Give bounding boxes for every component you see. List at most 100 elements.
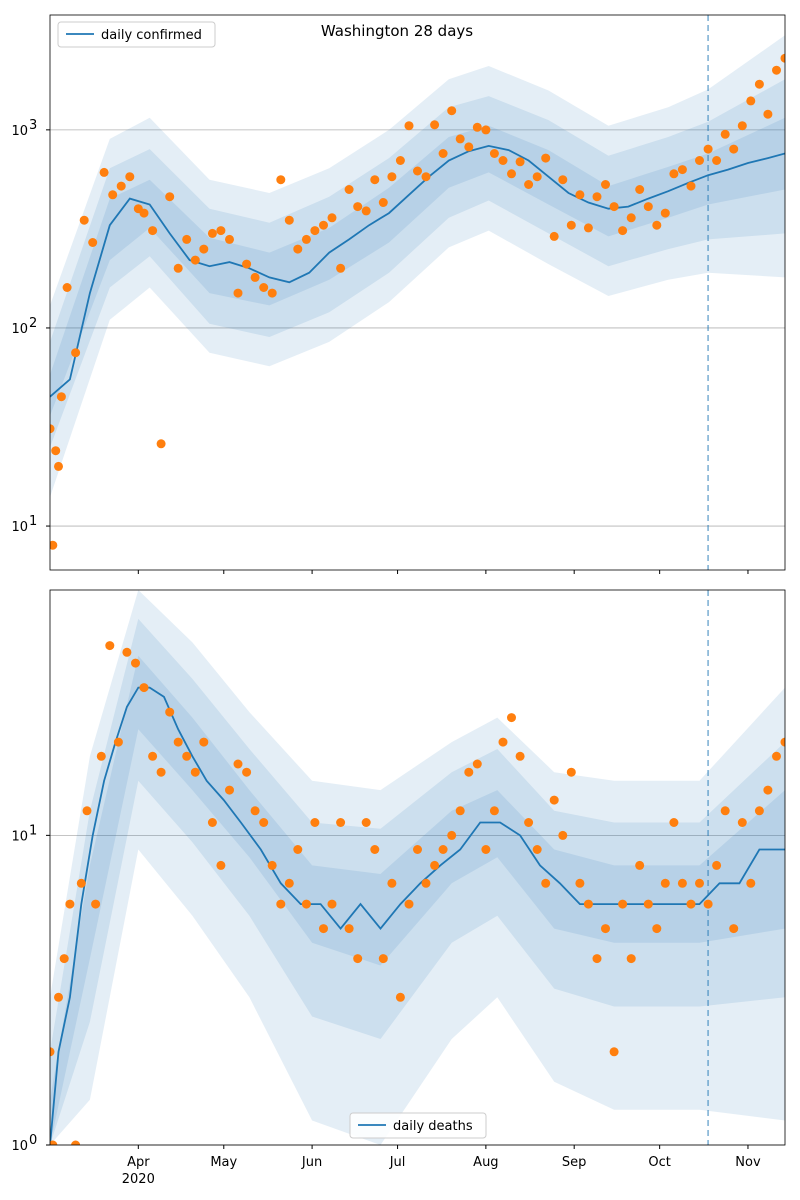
data-point xyxy=(336,818,346,827)
data-point xyxy=(583,899,593,909)
data-point xyxy=(566,220,576,230)
data-point xyxy=(643,899,653,909)
x-tick-label: Oct xyxy=(648,1155,670,1170)
data-point xyxy=(763,785,773,795)
data-point xyxy=(430,860,440,870)
data-point xyxy=(182,234,192,244)
data-point xyxy=(558,175,568,185)
data-point xyxy=(199,737,209,747)
data-point xyxy=(780,737,785,747)
data-point xyxy=(370,845,380,854)
data-point xyxy=(71,1140,81,1145)
data-point xyxy=(301,899,311,909)
data-point xyxy=(182,751,192,761)
data-point xyxy=(319,220,328,230)
data-point xyxy=(293,845,303,854)
uncertainty-band-95 xyxy=(50,590,785,1145)
data-point xyxy=(455,806,465,816)
data-point xyxy=(413,845,422,854)
data-point xyxy=(737,818,747,827)
uncertainty-band-95 xyxy=(50,35,785,498)
data-point xyxy=(233,288,243,298)
data-point xyxy=(378,954,388,964)
data-point xyxy=(652,220,662,230)
data-point xyxy=(489,149,499,158)
y-tick-exponent: 1 xyxy=(29,514,37,529)
data-point xyxy=(165,192,175,202)
data-point xyxy=(413,166,422,176)
data-point xyxy=(267,288,277,298)
data-point xyxy=(250,806,260,816)
data-point xyxy=(79,215,89,225)
data-point xyxy=(626,954,636,964)
x-tick-label: Apr xyxy=(127,1155,150,1170)
data-point xyxy=(259,283,269,292)
data-point xyxy=(88,238,98,247)
y-tick-label: 10 xyxy=(11,322,28,337)
data-point xyxy=(267,860,277,870)
data-point xyxy=(225,234,234,244)
data-point xyxy=(310,226,320,236)
data-point xyxy=(404,121,414,131)
data-point xyxy=(378,198,388,207)
data-point xyxy=(148,751,158,761)
data-point xyxy=(575,190,585,200)
uncertainty-band-80 xyxy=(50,79,785,448)
data-point xyxy=(660,208,670,218)
data-point xyxy=(549,231,559,241)
data-point xyxy=(50,1140,58,1145)
plot-area xyxy=(50,590,785,1145)
data-point xyxy=(122,647,132,657)
y-tick-exponent: 1 xyxy=(29,823,37,838)
data-point xyxy=(284,878,294,888)
data-point xyxy=(82,806,92,816)
data-point xyxy=(139,208,149,218)
data-point xyxy=(635,860,645,870)
y-tick-exponent: 0 xyxy=(29,1133,37,1148)
data-point xyxy=(464,767,474,777)
data-point xyxy=(116,181,126,191)
x-tick-label: May xyxy=(210,1155,237,1170)
data-point xyxy=(156,767,166,777)
plot-area xyxy=(50,15,785,570)
data-point xyxy=(626,213,636,223)
data-point xyxy=(541,878,551,888)
data-point xyxy=(199,244,209,254)
data-point xyxy=(96,751,106,761)
data-point xyxy=(746,878,756,888)
data-point xyxy=(481,125,491,135)
data-point xyxy=(532,172,542,182)
data-point xyxy=(65,899,75,909)
series-line xyxy=(50,144,785,398)
x-axis-tick-labels: Apr 2020 May Jun Jul Aug Sep Oct Nov xyxy=(122,1155,761,1187)
data-point xyxy=(276,175,286,185)
axes-frame xyxy=(49,589,786,1146)
data-point xyxy=(746,96,756,106)
data-point xyxy=(524,818,534,827)
data-point xyxy=(695,156,704,165)
data-point xyxy=(207,228,217,238)
uncertainty-band-50 xyxy=(50,117,785,416)
data-point xyxy=(712,156,722,165)
series-line xyxy=(50,686,785,1145)
data-point xyxy=(327,213,337,223)
y-tick-exponent: 2 xyxy=(29,316,37,331)
data-point xyxy=(139,683,149,693)
data-point xyxy=(108,190,118,200)
data-point xyxy=(472,759,482,769)
x-tick-label: Jul xyxy=(389,1155,406,1170)
data-point xyxy=(498,156,508,165)
data-point xyxy=(54,992,63,1002)
x-tick-label: Aug xyxy=(473,1155,498,1170)
data-point xyxy=(99,167,109,177)
data-point xyxy=(592,954,602,964)
legend-box xyxy=(349,1112,487,1139)
data-point xyxy=(361,206,371,216)
axes-frame xyxy=(49,14,786,571)
data-point xyxy=(498,737,508,747)
data-point xyxy=(276,899,286,909)
data-point xyxy=(686,899,696,909)
data-point xyxy=(361,818,371,827)
